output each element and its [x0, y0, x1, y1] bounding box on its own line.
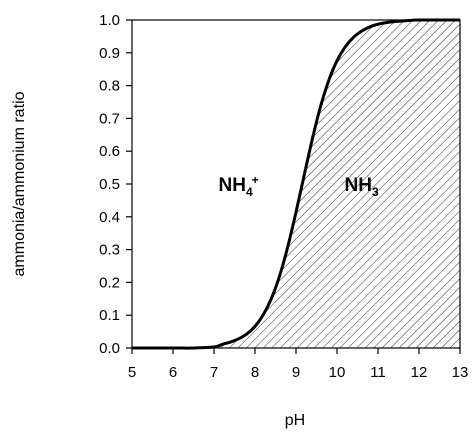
series-line: [132, 18, 461, 350]
y-tick-label: 0.2: [99, 274, 120, 291]
y-tick-label: 0.8: [99, 78, 120, 95]
x-tick-label: 11: [370, 364, 386, 381]
curve-layer: [132, 18, 461, 350]
nh3-label: NH3: [345, 175, 379, 199]
y-tick-label: 0.3: [99, 242, 120, 259]
ticks-layer: 5 6 7 8 9 10 11 12 13 0.0 0.1 0.2 0.3 0.4 0.5 0.6 0.7 0.8…: [99, 12, 468, 381]
x-tick-label: 13: [452, 364, 469, 381]
x-tick-label: 10: [329, 364, 346, 381]
y-tick-label: 0.9: [99, 45, 120, 62]
y-axis-label: ammonia/ammonium ratio: [11, 91, 28, 276]
hatched-area: [132, 19, 460, 349]
y-tick-label: 0.5: [99, 176, 120, 193]
x-tick-label: 9: [292, 364, 300, 381]
x-tick-label: 12: [411, 364, 428, 381]
y-tick-label: 0.4: [99, 209, 120, 226]
x-tick-label: 5: [128, 364, 136, 381]
x-axis-label: pH: [285, 412, 305, 429]
y-tick-label: 0.0: [99, 340, 120, 357]
y-tick-label: 0.1: [99, 307, 120, 324]
nh4-label: NH4+: [219, 173, 259, 199]
y-tick-label: 1.0: [99, 12, 120, 29]
y-tick-label: 0.7: [99, 110, 120, 127]
hatched-area-layer: [132, 19, 460, 349]
x-tick-label: 6: [169, 364, 177, 381]
x-tick-label: 7: [210, 364, 218, 381]
x-tick-label: 8: [251, 364, 259, 381]
y-tick-label: 0.6: [99, 143, 120, 160]
